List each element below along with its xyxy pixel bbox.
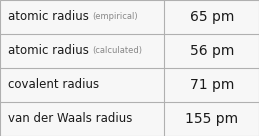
Text: covalent radius: covalent radius xyxy=(8,78,99,92)
Text: (empirical): (empirical) xyxy=(93,12,138,21)
Text: (calculated): (calculated) xyxy=(93,46,143,55)
Text: 155 pm: 155 pm xyxy=(185,112,238,126)
Text: atomic radius: atomic radius xyxy=(8,44,93,58)
Text: 71 pm: 71 pm xyxy=(190,78,234,92)
Text: 56 pm: 56 pm xyxy=(190,44,234,58)
Text: atomic radius: atomic radius xyxy=(8,10,93,24)
Text: van der Waals radius: van der Waals radius xyxy=(8,112,132,126)
Text: 65 pm: 65 pm xyxy=(190,10,234,24)
